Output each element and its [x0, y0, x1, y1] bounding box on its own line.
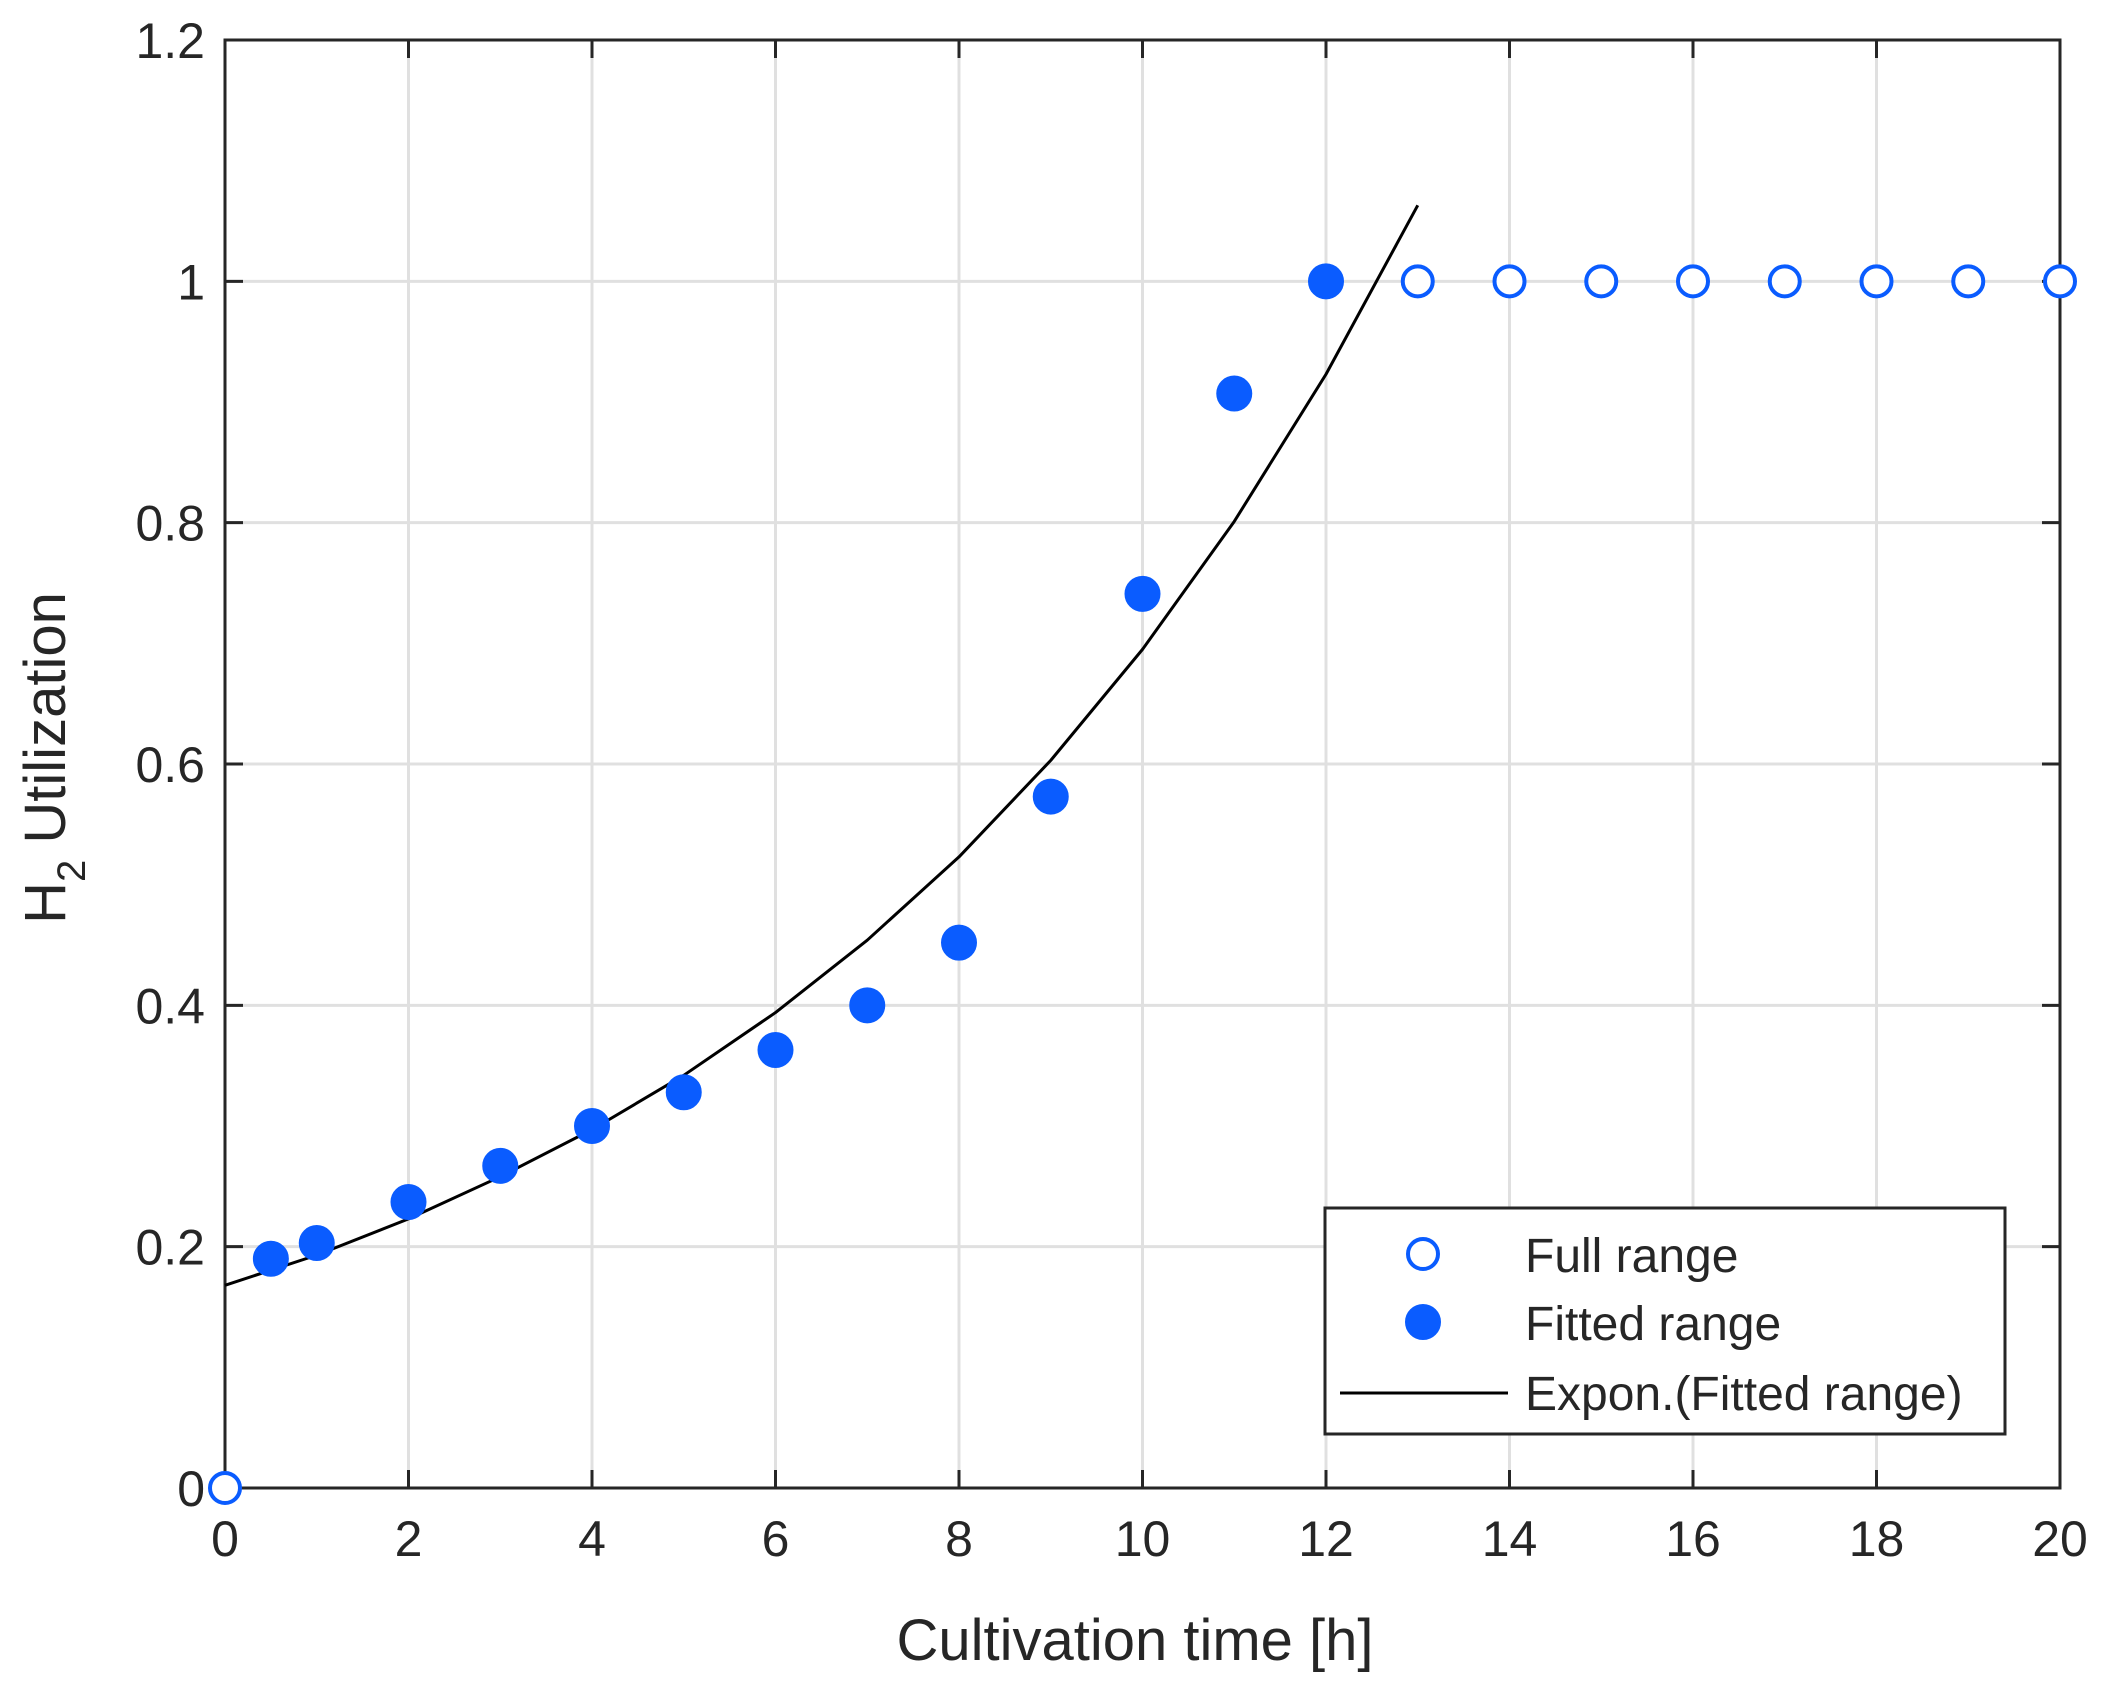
data-point-fitted-range [252, 1240, 289, 1277]
plot-series [208, 204, 2077, 1505]
y-axis-title-main: H [13, 882, 78, 924]
legend: Full range Fitted range Expon.(Fitted ra… [1323, 1206, 2007, 1436]
data-point-full-range [1584, 264, 1619, 299]
y-axis-title-subscript: 2 [50, 860, 94, 882]
data-point-full-range [1400, 264, 1435, 299]
y-tick-label: 0.2 [135, 1220, 205, 1276]
y-axis-title: H2 Utilization [13, 592, 94, 924]
y-tick-label: 0.6 [135, 737, 205, 793]
legend-label-expon: Expon.(Fitted range) [1525, 1368, 1963, 1421]
data-point-full-range [2043, 264, 2077, 299]
fit-curve-expon [224, 204, 1420, 1287]
x-tick-label: 16 [1665, 1511, 1721, 1567]
x-tick-label: 12 [1298, 1511, 1354, 1567]
axes [223, 38, 2062, 1490]
data-point-full-range [208, 1471, 242, 1505]
x-tick-label: 8 [945, 1511, 973, 1567]
x-tick-label: 14 [1482, 1511, 1538, 1567]
data-point-full-range [1951, 264, 1986, 299]
data-point-fitted-range [574, 1108, 610, 1144]
y-tick-label: 1 [177, 254, 205, 310]
x-tick-label: 20 [2032, 1511, 2088, 1567]
x-tick-label: 6 [762, 1511, 790, 1567]
data-point-fitted-range [298, 1225, 335, 1262]
data-point-fitted-range [849, 987, 886, 1024]
data-point-fitted-range [941, 924, 977, 961]
x-tick-label: 0 [211, 1511, 239, 1567]
x-tick-label: 18 [1849, 1511, 1905, 1567]
data-point-full-range [1492, 264, 1527, 299]
legend-marker-fitted-range [1405, 1304, 1441, 1340]
svg-text:H2 Utilization: H2 Utilization [13, 592, 94, 924]
x-tick-label: 2 [395, 1511, 423, 1567]
x-tick-label: 10 [1115, 1511, 1171, 1567]
y-axis-title-rest: Utilization [13, 592, 78, 860]
y-tick-label: 0.8 [135, 496, 205, 552]
data-point-fitted-range [1216, 375, 1253, 412]
legend-marker-full-range [1406, 1237, 1440, 1271]
data-point-full-range [1767, 264, 1802, 299]
legend-label-fitted-range: Fitted range [1525, 1298, 1781, 1351]
data-point-fitted-range [1124, 575, 1161, 612]
y-tick-label: 0 [177, 1461, 205, 1517]
data-point-fitted-range [1308, 263, 1344, 300]
tick-labels: 0 2 4 6 8 10 12 14 16 18 20 0 0.2 0.4 0.6 0.8 1 1.2 [135, 13, 2087, 1567]
y-tick-label: 1.2 [135, 13, 205, 69]
y-tick-label: 0.4 [135, 978, 205, 1034]
data-point-full-range [1676, 264, 1710, 299]
data-point-fitted-range [482, 1147, 519, 1184]
legend-label-full-range: Full range [1525, 1230, 1738, 1283]
data-point-fitted-range [1032, 778, 1069, 815]
x-tick-label: 4 [578, 1511, 606, 1567]
data-point-full-range [1859, 264, 1894, 299]
data-point-fitted-range [665, 1074, 702, 1111]
data-point-fitted-range [757, 1031, 794, 1068]
data-point-fitted-range [390, 1184, 427, 1221]
x-axis-title: Cultivation time [h] [896, 1608, 1373, 1673]
